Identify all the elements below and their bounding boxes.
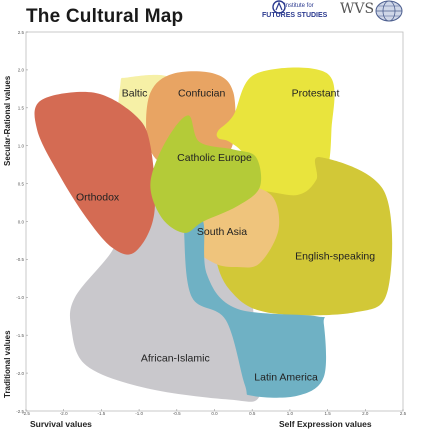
y-tick-label: -1.0 [16,295,24,300]
x-tick-label: -1.0 [135,411,143,416]
y-tick-label: -2.5 [16,409,24,414]
x-tick-label: -2.5 [22,411,30,416]
y-tick-label: 1.0 [18,144,25,149]
wvs-logo-text: WVS [340,1,375,17]
x-tick-label: -2.0 [60,411,68,416]
region-label-latin-america: Latin America [254,372,318,384]
region-label-south-asia: South Asia [197,226,247,238]
x-tick-label: 1.0 [287,411,294,416]
chart-title: The Cultural Map [26,6,184,27]
x-tick-label: 0.5 [249,411,256,416]
x-axis-label-left: Survival values [30,419,92,429]
x-tick-label: 2.5 [400,411,407,416]
x-tick-label: 0.0 [211,411,218,416]
y-axis-label-bottom: Traditional values [3,330,12,398]
y-tick-label: -1.5 [16,333,24,338]
y-tick-label: 0.0 [18,219,25,224]
region-label-catholic-europe: Catholic Europe [177,152,252,164]
x-axis-label-right: Self Expression values [279,419,372,429]
iffs-logo-line1: Institute for [284,3,314,9]
x-tick-label: -0.5 [173,411,181,416]
iffs-logo-line2: FUTURES STUDIES [262,12,328,19]
x-tick-label: 1.5 [324,411,331,416]
region-label-protestant: Protestant [292,87,340,99]
y-tick-label: 2.5 [18,30,25,35]
y-tick-label: 0.5 [18,181,25,186]
y-tick-label: -0.5 [16,257,24,262]
region-label-confucian: Confucian [178,87,225,99]
y-tick-label: 1.5 [18,106,25,111]
y-tick-label: 2.0 [18,68,25,73]
globe-icon [375,0,403,22]
x-tick-label: -1.5 [98,411,106,416]
region-label-orthodox: Orthodox [76,191,120,203]
region-label-african-islamic: African-Islamic [141,353,210,365]
y-axis-label-top: Secular-Rational values [3,75,12,166]
y-tick-label: -2.0 [16,371,24,376]
wvs-logo: WVS [340,0,406,24]
iffs-emblem-icon [272,0,286,14]
region-latin-america [184,212,327,398]
x-tick-label: 2.0 [362,411,369,416]
iffs-logo: Institute for FUTURES STUDIES [262,0,334,24]
region-protestant [216,67,335,229]
region-orthodox [34,91,156,255]
region-label-english-speaking: English-speaking [295,250,375,262]
region-label-baltic: Baltic [122,87,148,99]
region-catholic-europe [150,115,262,233]
